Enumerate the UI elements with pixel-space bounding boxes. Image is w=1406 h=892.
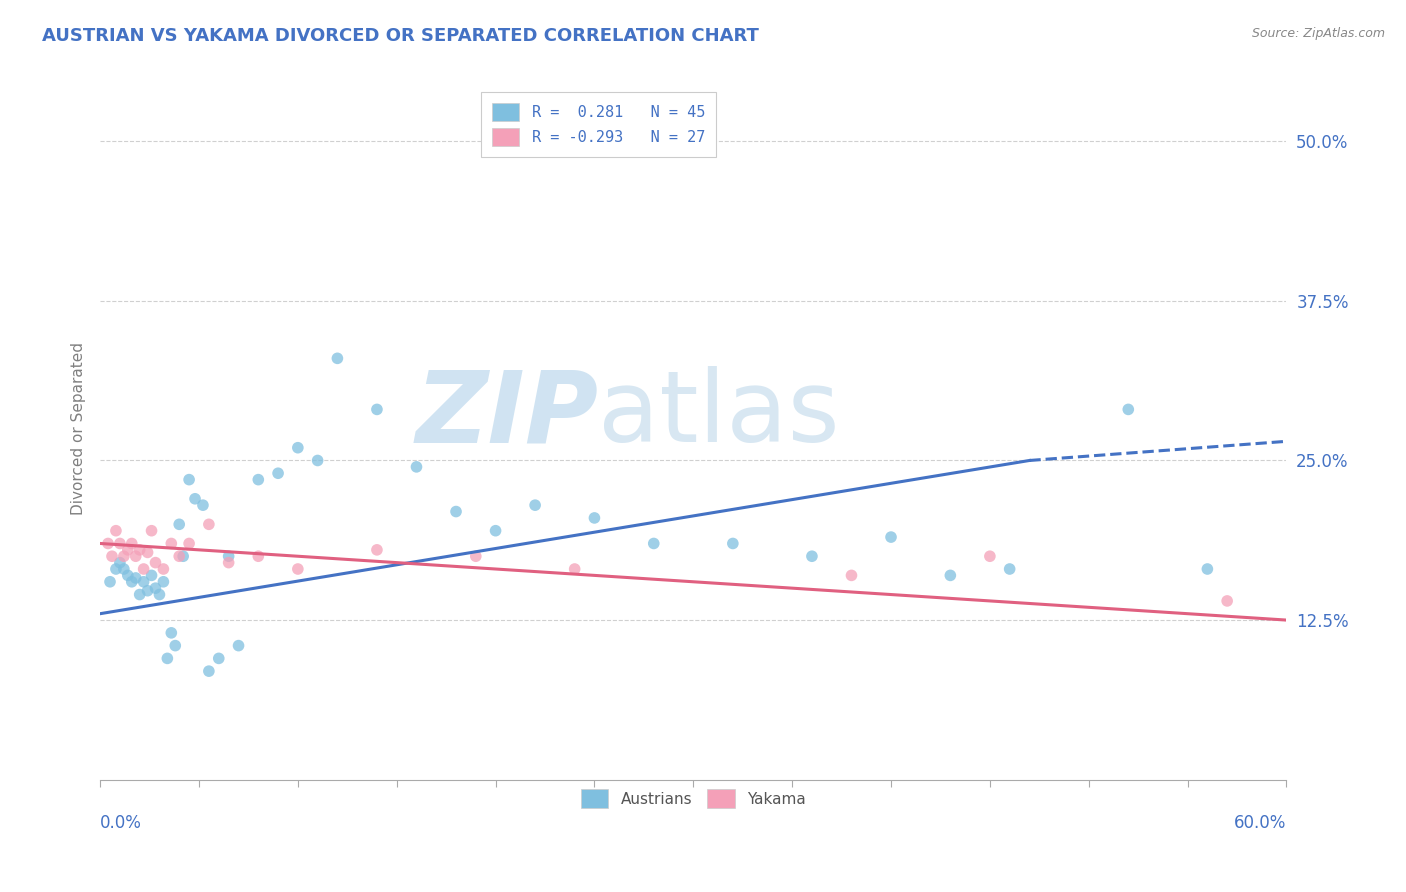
Text: 60.0%: 60.0%	[1234, 814, 1286, 832]
Point	[128, 588, 150, 602]
Text: ZIP: ZIP	[415, 366, 599, 463]
Point	[128, 542, 150, 557]
Point	[880, 530, 903, 544]
Point	[208, 651, 231, 665]
Text: AUSTRIAN VS YAKAMA DIVORCED OR SEPARATED CORRELATION CHART: AUSTRIAN VS YAKAMA DIVORCED OR SEPARATED…	[42, 27, 759, 45]
Text: Source: ZipAtlas.com: Source: ZipAtlas.com	[1251, 27, 1385, 40]
Point	[1116, 402, 1139, 417]
Point	[184, 491, 207, 506]
Point	[326, 351, 349, 366]
Point	[998, 562, 1021, 576]
Point	[228, 639, 250, 653]
Point	[198, 517, 221, 532]
Point	[247, 473, 270, 487]
Point	[979, 549, 1001, 564]
Point	[121, 574, 143, 589]
Point	[125, 571, 148, 585]
Point	[165, 639, 187, 653]
Point	[247, 549, 270, 564]
Point	[141, 524, 163, 538]
Point	[121, 536, 143, 550]
Point	[287, 562, 309, 576]
Y-axis label: Divorced or Separated: Divorced or Separated	[72, 342, 86, 515]
Point	[939, 568, 962, 582]
Point	[841, 568, 863, 582]
Point	[101, 549, 124, 564]
Point	[104, 562, 127, 576]
Point	[1197, 562, 1219, 576]
Point	[191, 498, 214, 512]
Point	[136, 583, 159, 598]
Point	[160, 625, 183, 640]
Point	[267, 467, 290, 481]
Point	[405, 459, 427, 474]
Point	[136, 545, 159, 559]
Point	[564, 562, 586, 576]
Point	[112, 562, 135, 576]
Point	[1216, 594, 1239, 608]
Text: atlas: atlas	[599, 366, 839, 463]
Point	[156, 651, 179, 665]
Point	[177, 473, 200, 487]
Point	[160, 536, 183, 550]
Point	[132, 574, 155, 589]
Point	[444, 504, 467, 518]
Point	[307, 453, 329, 467]
Point	[800, 549, 823, 564]
Point	[141, 568, 163, 582]
Point	[145, 581, 167, 595]
Point	[198, 664, 221, 678]
Point	[167, 517, 190, 532]
Point	[366, 402, 388, 417]
Point	[167, 549, 190, 564]
Point	[172, 549, 194, 564]
Point	[112, 549, 135, 564]
Point	[148, 588, 170, 602]
Point	[177, 536, 200, 550]
Point	[218, 549, 240, 564]
Point	[97, 536, 120, 550]
Point	[524, 498, 547, 512]
Point	[152, 574, 174, 589]
Point	[108, 536, 131, 550]
Point	[145, 556, 167, 570]
Point	[484, 524, 506, 538]
Point	[721, 536, 744, 550]
Point	[132, 562, 155, 576]
Point	[108, 556, 131, 570]
Point	[125, 549, 148, 564]
Point	[287, 441, 309, 455]
Point	[366, 542, 388, 557]
Point	[98, 574, 121, 589]
Point	[464, 549, 486, 564]
Text: 0.0%: 0.0%	[100, 814, 142, 832]
Point	[583, 511, 606, 525]
Legend: Austrians, Yakama: Austrians, Yakama	[575, 783, 811, 814]
Point	[104, 524, 127, 538]
Point	[117, 542, 139, 557]
Point	[152, 562, 174, 576]
Point	[218, 556, 240, 570]
Point	[643, 536, 665, 550]
Point	[117, 568, 139, 582]
